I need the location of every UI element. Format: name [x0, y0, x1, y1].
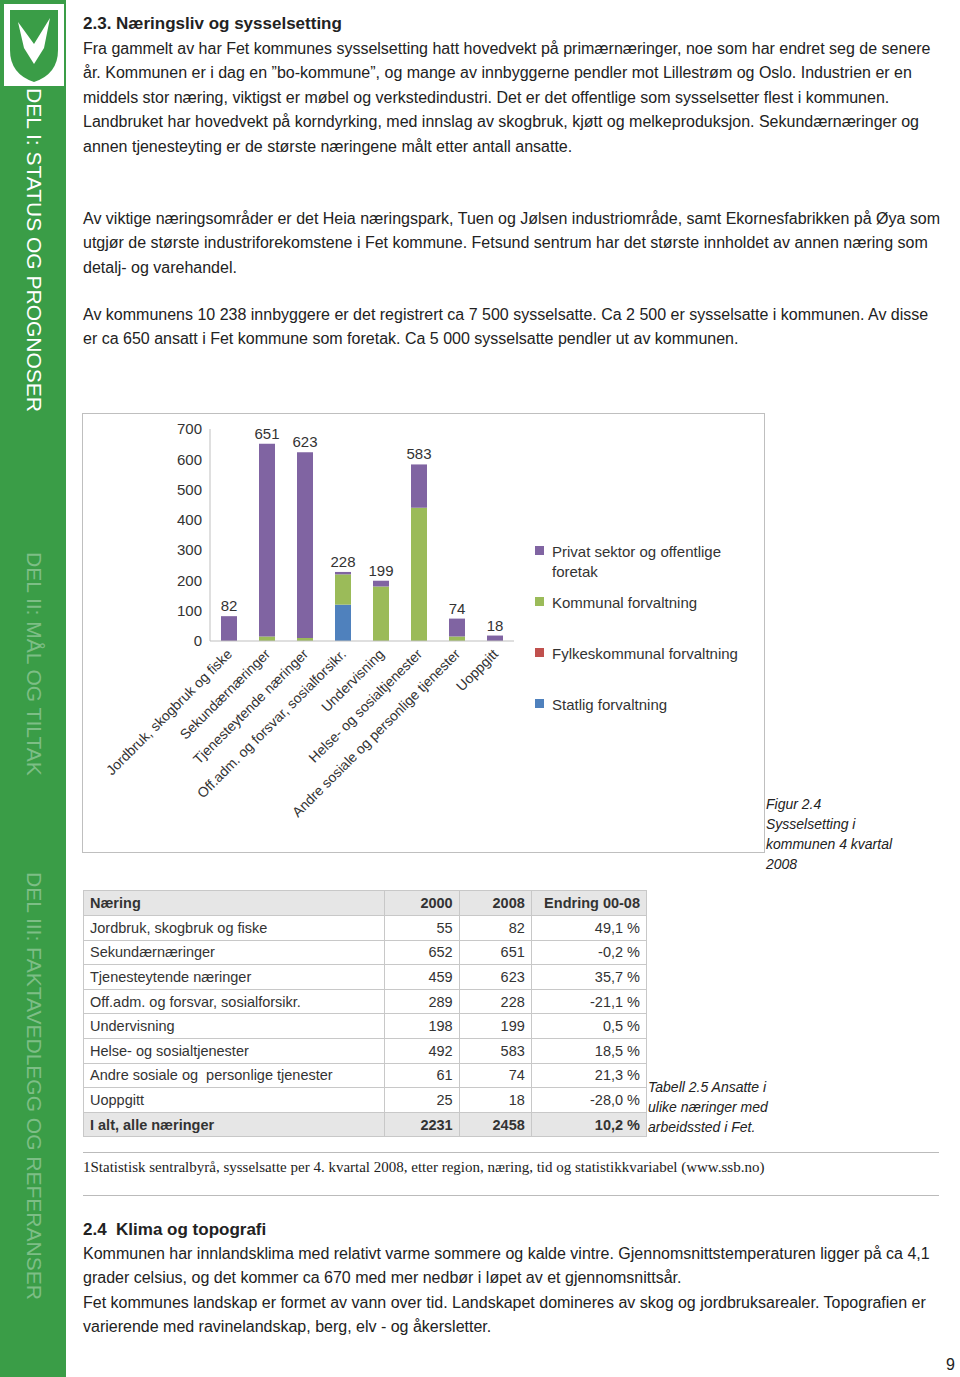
svg-text:623: 623 — [292, 433, 317, 450]
html-text:2.3. Næringsliv og sysselsetti: 2.3. Næringsliv og sysselsetting — [83, 14, 342, 33]
html-text:35,7 %: 35,7 % — [594, 969, 640, 985]
svg-text:Off.adm. og forsvar, sosialfor: Off.adm. og forsvar, sosialforsikr. — [193, 645, 350, 802]
svg-text:700: 700 — [177, 420, 202, 437]
html-text:651: 651 — [500, 944, 525, 961]
svg-text:18: 18 — [487, 617, 504, 634]
html-text:2458: 2458 — [492, 1116, 525, 1133]
svg-text:Jordbruk, skogbruk og fiske: Jordbruk, skogbruk og fiske — [102, 645, 236, 779]
html-text:228: 228 — [500, 993, 525, 1010]
html-text:623: 623 — [500, 969, 525, 985]
html-text:Kommunen har innlandsklima med: Kommunen har innlandsklima med relativt … — [83, 1245, 930, 1287]
svg-text:82: 82 — [221, 597, 238, 614]
html-text:652: 652 — [428, 944, 453, 961]
svg-text:199: 199 — [368, 562, 393, 579]
html-text:Fet kommunes landskap er forme: Fet kommunes landskap er formet av vann … — [83, 1293, 926, 1336]
html-text:Tabell 2.5 Ansatte i ulike nær: Tabell 2.5 Ansatte i ulike næringer med … — [648, 1079, 768, 1135]
html-text:18: 18 — [508, 1092, 525, 1108]
html-text:Kommunal forvaltning: Kommunal forvaltning — [552, 594, 698, 611]
html-text:25: 25 — [436, 1092, 453, 1108]
svg-text:Andre sosiale og personlige tj: Andre sosiale og personlige tjenester — [289, 646, 463, 820]
svg-text:600: 600 — [177, 451, 202, 468]
html-text:Næring: Næring — [90, 895, 141, 911]
html-text:10,2 %: 10,2 % — [594, 1116, 640, 1133]
html-text:199: 199 — [500, 1018, 525, 1035]
html-text:492: 492 — [428, 1042, 453, 1059]
html-text:Sekundærnæringer: Sekundærnæringer — [90, 944, 215, 961]
html-text:-28,0 %: -28,0 % — [590, 1092, 640, 1108]
html-text:74: 74 — [508, 1067, 525, 1084]
svg-text:583: 583 — [406, 445, 431, 462]
html-text:DEL I: STATUS OG PROGNOSER: DEL I: STATUS OG PROGNOSER — [23, 88, 46, 412]
html-text:Fra gammelt av har Fet kommune: Fra gammelt av har Fet kommunes sysselse… — [83, 40, 931, 155]
html-text:2231: 2231 — [420, 1116, 453, 1133]
html-text:583: 583 — [500, 1042, 525, 1059]
html-text:DEL II: MÅL OG TILTAK: DEL II: MÅL OG TILTAK — [23, 552, 46, 776]
html-text:1Statistisk sentralbyrå, sysse: 1Statistisk sentralbyrå, sysselsatte per… — [83, 1159, 765, 1175]
html-text:Endring 00-08: Endring 00-08 — [544, 895, 640, 911]
html-text:49,1 %: 49,1 % — [594, 919, 640, 936]
html-text:Andre sosiale og personlige tj: Andre sosiale og personlige tjenester — [90, 1067, 333, 1084]
svg-text:0: 0 — [194, 632, 202, 649]
html-text:Av kommunens 10 238 innbyggere: Av kommunens 10 238 innbyggere er det re… — [83, 306, 929, 348]
html-text:-21,1 %: -21,1 % — [590, 993, 640, 1010]
html-text:Helse- og sosialtjenester: Helse- og sosialtjenester — [90, 1042, 249, 1059]
html-text:459: 459 — [428, 969, 453, 985]
svg-text:Undervisning: Undervisning — [318, 645, 388, 715]
html-text:21,3 %: 21,3 % — [594, 1067, 640, 1084]
html-text:82: 82 — [508, 919, 525, 936]
svg-text:651: 651 — [254, 425, 279, 442]
svg-text:Uoppgitt: Uoppgitt — [453, 646, 501, 694]
svg-text:Helse- og sosialtjenester: Helse- og sosialtjenester — [305, 645, 426, 766]
html-text:I alt, alle næringer: I alt, alle næringer — [90, 1116, 215, 1133]
html-text:Statlig forvaltning: Statlig forvaltning — [552, 696, 668, 713]
html-text:Figur 2.4 Sysselsetting i komm: Figur 2.4 Sysselsetting i kommunen 4 kva… — [766, 796, 893, 872]
svg-text:228: 228 — [330, 553, 355, 570]
svg-text:74: 74 — [449, 600, 466, 617]
html-text:Av viktige næringsområder er d: Av viktige næringsområder er det Heia næ… — [83, 210, 940, 276]
html-text:Jordbruk, skogbruk og fiske: Jordbruk, skogbruk og fiske — [90, 919, 268, 936]
html-text:-0,2 %: -0,2 % — [598, 944, 640, 961]
svg-text:300: 300 — [177, 541, 202, 558]
html-text:Uoppgitt: Uoppgitt — [90, 1092, 144, 1108]
html-text:Fylkeskommunal forvaltning: Fylkeskommunal forvaltning — [552, 645, 738, 662]
html-text:2008: 2008 — [492, 895, 525, 911]
svg-text:Sekundærnæringer: Sekundærnæringer — [176, 645, 274, 743]
html-text:Privat sektor og offentlige fo: Privat sektor og offentlige foretak — [552, 543, 721, 580]
html-text:61: 61 — [436, 1067, 453, 1084]
html-text:18,5 %: 18,5 % — [594, 1042, 640, 1059]
html-text:0,5 %: 0,5 % — [602, 1018, 640, 1035]
html-text:2000: 2000 — [420, 895, 453, 911]
html-text:55: 55 — [436, 919, 453, 936]
html-text:198: 198 — [428, 1018, 453, 1035]
svg-text:400: 400 — [177, 511, 202, 528]
svg-text:500: 500 — [177, 481, 202, 498]
svg-text:200: 200 — [177, 572, 202, 589]
html-text:DEL III: FAKTAVEDLEGG OG REFER: DEL III: FAKTAVEDLEGG OG REFERANSER — [23, 872, 46, 1300]
html-text:Undervisning: Undervisning — [90, 1018, 175, 1035]
svg-text:100: 100 — [177, 602, 202, 619]
html-text:9: 9 — [946, 1356, 955, 1373]
html-text:Off.adm. og forsvar, sosialfor: Off.adm. og forsvar, sosialforsikr. — [90, 993, 301, 1010]
svg-text:Tjenesteytende næringer: Tjenesteytende næringer — [189, 645, 312, 768]
html-text:2.4 Klima og topografi: 2.4 Klima og topografi — [83, 1220, 267, 1239]
html-text:Tjenesteytende næringer: Tjenesteytende næringer — [90, 969, 252, 985]
html-text:289: 289 — [428, 993, 453, 1010]
